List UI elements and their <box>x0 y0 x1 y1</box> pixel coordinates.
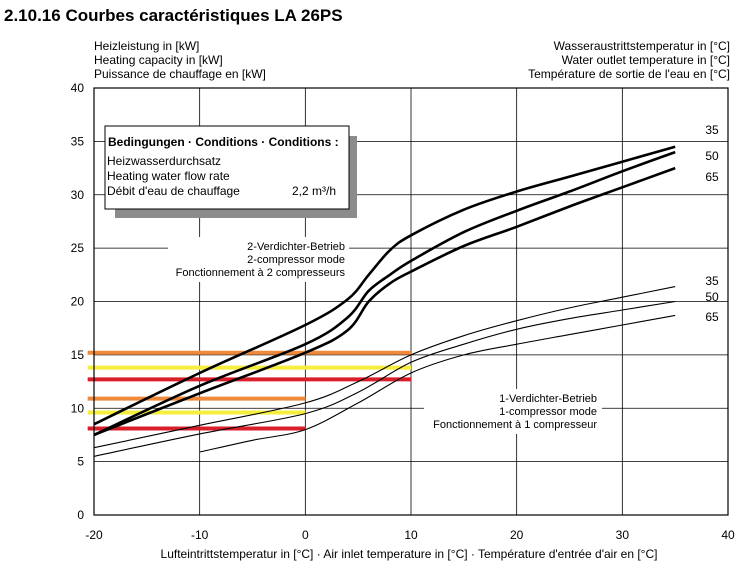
conditions-line-en: Heating water flow rate <box>107 169 230 183</box>
y-axis-label-fr: Puissance de chauffage en [kW] <box>94 67 266 81</box>
conditions-box: Bedingungen · Conditions · Conditions : … <box>104 125 357 218</box>
y-tick-label-40: 40 <box>71 81 85 95</box>
x-axis-title: Lufteintrittstemperatur in [°C] · Air in… <box>161 547 658 561</box>
y-tick-label-0: 0 <box>77 508 84 522</box>
page-title: 2.10.16 Courbes caractéristiques LA 26PS <box>4 6 343 25</box>
series-label-1comp-35: 35 <box>705 274 719 288</box>
conditions-line-fr: Débit d'eau de chauffage <box>107 184 240 198</box>
conditions-box-frame <box>104 125 350 210</box>
mode-labels: 2-Verdichter-Betrieb 2-compressor mode F… <box>168 237 602 434</box>
two-compressor-label-fr: Fonctionnement à 2 compresseurs <box>176 267 346 279</box>
series-label-2comp-35: 35 <box>705 123 719 137</box>
series-line-2comp-65 <box>93 166 676 437</box>
y-tick-label-25: 25 <box>71 241 85 255</box>
y-axis-label-de: Heizleistung in [kW] <box>94 39 200 53</box>
y-tick-label-35: 35 <box>71 134 85 148</box>
one-compressor-label-bg <box>424 389 602 434</box>
series-label-2comp-50: 50 <box>705 149 719 163</box>
x-tick-label--10: -10 <box>191 528 209 542</box>
x-tick-label-0: 0 <box>302 528 309 542</box>
conditions-line-de: Heizwasserdurchsatz <box>107 154 221 168</box>
series-line-1comp-50 <box>93 300 676 457</box>
two-compressor-label-en: 2-compressor mode <box>247 254 345 266</box>
x-tick-label-40: 40 <box>721 528 735 542</box>
two-compressor-label-bg <box>168 237 349 282</box>
one-compressor-label-en: 1-compressor mode <box>499 406 597 418</box>
axis-ticks: -20 -10 0 10 20 30 40 0 5 10 15 20 25 30 35 40 <box>71 81 735 542</box>
series-line-1comp-35 <box>93 286 676 449</box>
y-tick-label-15: 15 <box>71 348 85 362</box>
y-tick-label-5: 5 <box>77 455 84 469</box>
y-tick-label-10: 10 <box>71 401 85 415</box>
series-label-2comp-65: 65 <box>705 170 719 184</box>
series-line-1comp-65 <box>199 314 676 453</box>
y-axis-label-en: Heating capacity in [kW] <box>94 53 223 67</box>
x-tick-label-30: 30 <box>616 528 630 542</box>
outlet-temp-label-de: Wasseraustrittstemperatur in [°C] <box>553 39 730 53</box>
highlight-lines <box>87 350 411 431</box>
series <box>93 145 676 457</box>
y-tick-label-20: 20 <box>71 295 85 309</box>
outlet-temp-label-en: Water outlet temperature in [°C] <box>561 53 730 67</box>
series-label-1comp-50: 50 <box>705 290 719 304</box>
conditions-header: Bedingungen · Conditions · Conditions : <box>108 135 339 149</box>
x-tick-label-10: 10 <box>404 528 418 542</box>
x-tick-label-20: 20 <box>510 528 524 542</box>
y-tick-label-30: 30 <box>71 188 85 202</box>
series-line-2comp-35 <box>93 145 676 426</box>
series-labels: 35 50 65 35 50 65 <box>705 123 719 324</box>
one-compressor-label-de: 1-Verdichter-Betrieb <box>499 393 597 405</box>
series-label-1comp-65: 65 <box>705 310 719 324</box>
flow-rate-value: 2,2 m³/h <box>292 184 336 198</box>
plot-frame <box>93 87 729 516</box>
series-line-2comp-50 <box>93 150 676 437</box>
outlet-temp-label-fr: Température de sortie de l'eau en [°C] <box>528 67 730 81</box>
two-compressor-label-de: 2-Verdichter-Betrieb <box>247 241 345 253</box>
x-tick-label--20: -20 <box>85 528 103 542</box>
plot-border <box>93 87 729 516</box>
one-compressor-label-fr: Fonctionnement à 1 compresseur <box>433 419 597 431</box>
